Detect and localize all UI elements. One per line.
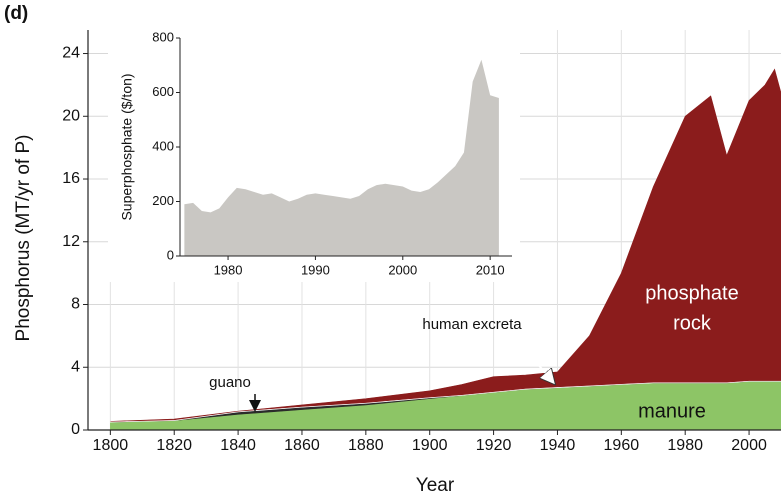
y-tick-label: 0 bbox=[71, 421, 80, 438]
manure-annotation: manure bbox=[638, 400, 706, 422]
rock-annotation-2: rock bbox=[673, 312, 712, 334]
price-area bbox=[184, 59, 499, 256]
panel-label: (d) bbox=[4, 3, 28, 24]
x-tick-label: 1980 bbox=[214, 262, 243, 277]
inset-y-title: Superphosphate ($/ton) bbox=[119, 73, 135, 220]
y-tick-label: 4 bbox=[71, 358, 80, 375]
x-tick-label: 1820 bbox=[156, 437, 192, 454]
x-tick-label: 1840 bbox=[220, 437, 256, 454]
y-tick-label: 200 bbox=[152, 193, 174, 208]
area-phosphate-rock bbox=[110, 68, 781, 422]
x-tick-label: 2010 bbox=[476, 262, 505, 277]
y-axis-title: Phosphorus (MT/yr of P) bbox=[13, 135, 34, 342]
x-tick-label: 1940 bbox=[540, 437, 576, 454]
guano-annotation: guano bbox=[209, 374, 251, 391]
y-tick-label: 8 bbox=[71, 296, 80, 313]
x-tick-label: 1990 bbox=[301, 262, 330, 277]
excreta-arrow bbox=[514, 336, 553, 382]
x-tick-label: 2000 bbox=[388, 262, 417, 277]
x-tick-label: 1880 bbox=[348, 437, 384, 454]
y-tick-label: 600 bbox=[152, 84, 174, 99]
y-tick-label: 0 bbox=[167, 247, 174, 262]
y-tick-label: 16 bbox=[62, 170, 80, 187]
y-tick-label: 800 bbox=[152, 29, 174, 44]
x-axis-title: Year bbox=[416, 475, 455, 496]
inset-plot: 0 200 400 600 800 1980 1990 2000 2010 bbox=[152, 29, 512, 277]
rock-annotation-1: phosphate bbox=[645, 282, 738, 304]
y-tick-label: 400 bbox=[152, 138, 174, 153]
x-tick-label: 1960 bbox=[604, 437, 640, 454]
x-tick-label: 1900 bbox=[412, 437, 448, 454]
x-tick-label: 1800 bbox=[93, 437, 129, 454]
y-tick-label: 24 bbox=[62, 45, 80, 62]
x-tick-label: 1860 bbox=[284, 437, 320, 454]
x-tick-label: 1920 bbox=[476, 437, 512, 454]
y-tick-label: 12 bbox=[62, 233, 80, 250]
excreta-annotation: human excreta bbox=[422, 316, 522, 333]
y-tick-label: 20 bbox=[62, 107, 80, 124]
x-tick-label: 1980 bbox=[667, 437, 703, 454]
x-tick-label: 2000 bbox=[731, 437, 767, 454]
